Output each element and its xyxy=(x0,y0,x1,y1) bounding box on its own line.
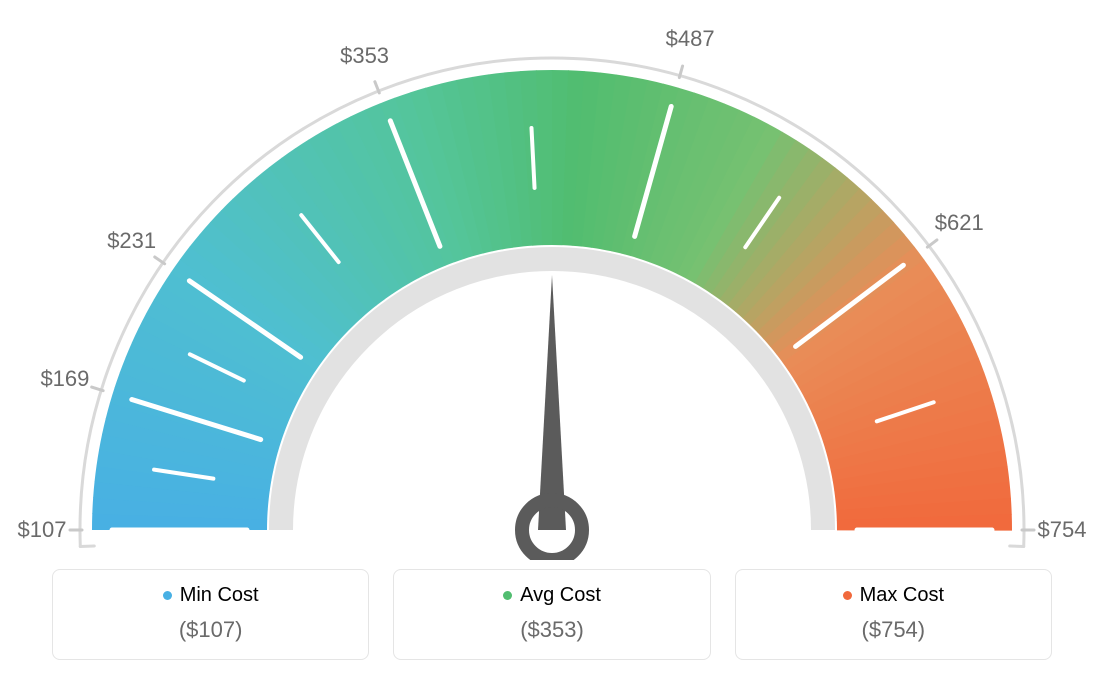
dot-icon xyxy=(163,591,172,600)
needle xyxy=(538,275,566,530)
legend-card-min: Min Cost ($107) xyxy=(52,569,369,660)
legend-label-text: Avg Cost xyxy=(520,584,601,607)
dot-icon xyxy=(843,591,852,600)
tick-label: $169 xyxy=(40,366,89,392)
dot-icon xyxy=(503,591,512,600)
tick-label: $487 xyxy=(666,26,715,52)
legend-label-avg: Avg Cost xyxy=(503,584,601,607)
legend-label-text: Min Cost xyxy=(180,584,259,607)
legend-value-avg: ($353) xyxy=(402,617,701,643)
tick-label: $231 xyxy=(107,228,156,254)
tick-label: $754 xyxy=(1038,517,1087,543)
legend-label-min: Min Cost xyxy=(163,584,259,607)
legend-card-avg: Avg Cost ($353) xyxy=(393,569,710,660)
legend-value-max: ($754) xyxy=(744,617,1043,643)
legend-label-text: Max Cost xyxy=(860,584,944,607)
cost-gauge-widget: $107 $169 $231 $353 $487 $621 $754 Min Cost ($… xyxy=(0,0,1104,690)
tick-label: $353 xyxy=(340,43,389,69)
tick-label: $107 xyxy=(18,517,67,543)
legend-value-min: ($107) xyxy=(61,617,360,643)
legend-row: Min Cost ($107) Avg Cost ($353) Max Cost… xyxy=(52,569,1052,660)
tick-label: $621 xyxy=(935,210,984,236)
gauge-chart: $107 $169 $231 $353 $487 $621 $754 xyxy=(0,0,1104,560)
legend-card-max: Max Cost ($754) xyxy=(735,569,1052,660)
legend-label-max: Max Cost xyxy=(843,584,944,607)
